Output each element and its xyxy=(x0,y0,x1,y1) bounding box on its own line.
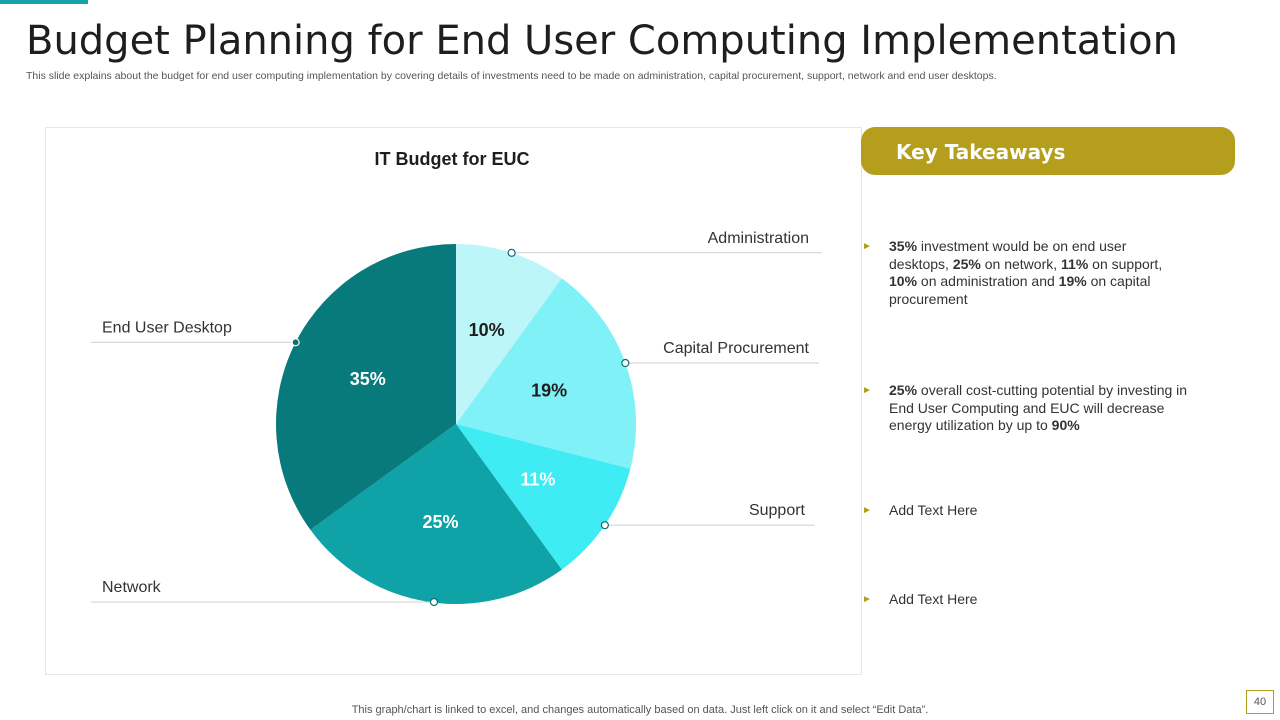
triangle-bullet-icon: ► xyxy=(862,594,872,605)
data-label: 10% xyxy=(469,320,505,340)
pie-slice-capital-procurement[interactable] xyxy=(456,278,637,469)
category-label: Administration xyxy=(708,230,809,247)
takeaway-highlight: 25% xyxy=(952,255,981,272)
takeaway-highlight: 25% xyxy=(889,382,918,398)
takeaway-run: overall cost-cutting potential by invest… xyxy=(889,382,1188,433)
takeaway-text: 35% investment would be on end user desk… xyxy=(889,238,1189,308)
takeaway-text: Add Text Here xyxy=(889,591,1189,609)
pie-chart[interactable]: IT Budget for EUC 10% 19% 11% 25% 35% Admini… xyxy=(46,128,863,676)
leader-dot xyxy=(429,597,439,607)
triangle-bullet-icon: ► xyxy=(862,385,872,396)
pie-slice-network[interactable] xyxy=(310,424,562,604)
key-takeaways-header: Key Takeaways xyxy=(861,127,1235,175)
chart-title: IT Budget for EUC xyxy=(375,149,530,169)
category-label: End User Desktop xyxy=(102,319,232,336)
takeaway-run: Add Text Here xyxy=(889,591,978,607)
category-label: Network xyxy=(102,579,162,596)
chart-panel[interactable]: IT Budget for EUC 10% 19% 11% 25% 35% Admini… xyxy=(45,127,862,675)
takeaway-run: on administration and xyxy=(917,273,1059,289)
takeaway-highlight: 19% xyxy=(1058,273,1087,289)
footer-note-text: This graph/chart is linked to excel, and… xyxy=(351,704,929,716)
triangle-bullet-icon: ► xyxy=(862,241,872,252)
category-label: Support xyxy=(749,502,806,519)
pie-slice-support[interactable] xyxy=(456,424,631,570)
slide-title: Budget Planning for End User Computing I… xyxy=(26,18,1178,64)
category-label: Capital Procurement xyxy=(663,340,809,357)
takeaway-highlight: 10% xyxy=(889,273,918,289)
data-label: 25% xyxy=(422,512,458,532)
takeaway-run: on network, xyxy=(980,255,1062,272)
key-takeaways-title: Key Takeaways xyxy=(896,140,1066,164)
slide-subtitle: This slide explains about the budget for… xyxy=(26,70,997,82)
takeaway-text: 25% overall cost-cutting potential by in… xyxy=(889,382,1189,435)
leader-dot xyxy=(600,521,609,530)
pie-slice-administration[interactable] xyxy=(456,244,562,424)
leader-dot xyxy=(621,358,630,368)
takeaway-run: Add Text Here xyxy=(889,502,978,518)
accent-bar xyxy=(0,0,88,4)
leader-dot xyxy=(507,248,516,257)
takeaway-text: Add Text Here xyxy=(889,502,1189,520)
takeaway-highlight: 11% xyxy=(1061,255,1089,272)
triangle-bullet-icon: ► xyxy=(862,505,872,516)
takeaway-highlight: 35% xyxy=(889,238,918,254)
page-number: 40 xyxy=(1246,690,1274,714)
footer-note: This graph/chart is linked to excel, and… xyxy=(0,704,1280,716)
pie-slice-end-user-desktop[interactable] xyxy=(276,244,456,530)
takeaway-run: investment would be on end user desktops… xyxy=(889,238,1127,272)
leader-dot xyxy=(291,338,300,347)
takeaway-run: on capital procurement xyxy=(889,273,1151,307)
data-label: 11% xyxy=(520,470,555,490)
takeaway-highlight: 90% xyxy=(1051,417,1080,433)
takeaway-run: on support, xyxy=(1088,255,1163,272)
data-label: 35% xyxy=(350,369,386,389)
data-label: 19% xyxy=(531,380,567,400)
